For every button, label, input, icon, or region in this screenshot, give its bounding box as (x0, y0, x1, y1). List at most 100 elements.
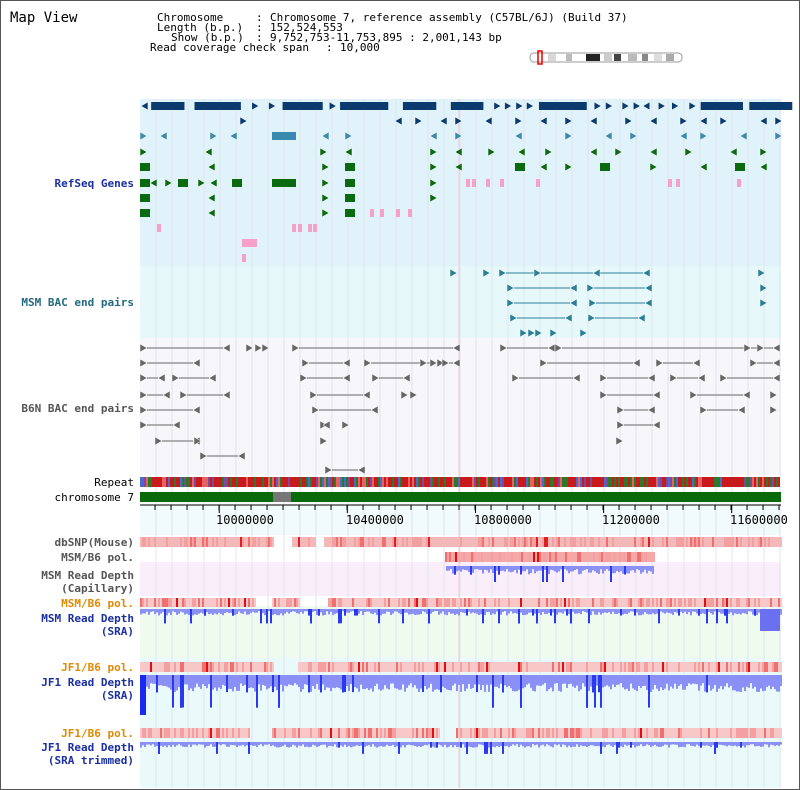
depth-bar (658, 742, 660, 747)
polymorphism-cell (144, 598, 146, 607)
msm-bac-label[interactable]: MSM BAC end pairs (21, 296, 134, 309)
polymorphism-cell (706, 728, 708, 738)
polymorphism-cell (446, 598, 448, 607)
depth-bar (574, 566, 576, 571)
depth-bar (562, 566, 564, 582)
gene-block (282, 102, 323, 110)
polymorphism-cell (402, 728, 404, 738)
polymorphism-cell (328, 662, 330, 672)
polymorphism-cell (286, 598, 288, 607)
jf1-b6-pol-label-2[interactable]: JF1/B6 pol. (61, 727, 134, 740)
polymorphism-cell (238, 662, 240, 672)
depth-bar (374, 609, 376, 613)
repeat-element (530, 477, 532, 487)
polymorphism-cell (506, 598, 508, 607)
polymorphism-cell (758, 598, 760, 607)
polymorphism-cell (530, 598, 532, 607)
jf1-depth-trim-label[interactable]: JF1 Read Depth (41, 741, 134, 754)
polymorphism-cell (744, 662, 746, 672)
polymorphism-cell (476, 728, 478, 738)
gene-arrow (429, 193, 438, 203)
depth-bar (494, 566, 496, 582)
polymorphism-cell (372, 598, 374, 607)
msm-depth-sra-label[interactable]: MSM Read Depth (41, 612, 134, 625)
depth-bar (736, 609, 738, 615)
polymorphism-cell (646, 598, 648, 607)
pink-feature (472, 179, 476, 187)
polymorphism-cell (638, 728, 640, 738)
polymorphism-cell (216, 662, 218, 672)
polymorphism-cell (594, 662, 596, 672)
polymorphism-cell (474, 537, 476, 547)
polymorphism-cell (578, 598, 580, 607)
polymorphism-cell (224, 728, 226, 738)
dbsnp-label[interactable]: dbSNP(Mouse) (54, 536, 134, 549)
polymorphism-cell (512, 728, 514, 738)
repeat-element (398, 477, 400, 487)
polymorphism-cell (152, 537, 154, 547)
depth-bar (270, 675, 272, 687)
polymorphism-cell (456, 728, 458, 738)
repeat-element (258, 477, 260, 487)
depth-bar (742, 742, 744, 746)
polymorphism-cell (656, 662, 658, 672)
polymorphism-cell (516, 537, 518, 547)
polymorphism-cell (156, 598, 158, 607)
polymorphism-cell (256, 662, 258, 672)
refseq-genes-label[interactable]: RefSeq Genes (54, 177, 134, 190)
depth-bar (550, 609, 552, 616)
msm-depth-capillary-label[interactable]: MSM Read Depth (41, 569, 134, 582)
polymorphism-cell (416, 537, 418, 547)
depth-bar (620, 675, 622, 684)
polymorphism-cell (706, 537, 708, 547)
jf1-b6-pol-label[interactable]: JF1/B6 pol. (61, 661, 134, 674)
repeat-element (728, 477, 730, 487)
msm-b6-pol-label[interactable]: MSM/B6 pol. (61, 551, 134, 564)
polymorphism-cell (482, 662, 484, 672)
polymorphism-cell (744, 728, 746, 738)
polymorphism-cell (492, 662, 494, 672)
depth-bar (348, 675, 350, 692)
polymorphism-cell (500, 598, 502, 607)
polymorphism-cell (220, 598, 222, 607)
depth-bar (524, 566, 526, 572)
depth-bar (318, 742, 320, 747)
repeat-element (592, 477, 594, 487)
depth-bar (382, 609, 384, 614)
gene-arrow (569, 283, 578, 293)
msm-b6-pol-label-2[interactable]: MSM/B6 pol. (61, 597, 134, 610)
repeat-element (224, 477, 226, 487)
polymorphism-cell (656, 537, 658, 547)
polymorphism-cell (522, 537, 524, 547)
polymorphism-cell (424, 598, 426, 607)
depth-bar (160, 609, 162, 614)
polymorphism-cell (483, 552, 485, 562)
depth-bar (572, 566, 574, 572)
repeat-element (278, 477, 280, 487)
repeat-element (162, 477, 164, 487)
depth-bar (312, 742, 314, 745)
polymorphism-cell (534, 537, 536, 547)
depth-bar (248, 675, 250, 689)
jf1-depth-sra-label[interactable]: JF1 Read Depth (41, 676, 134, 689)
depth-bar (376, 742, 378, 748)
polymorphism-cell (698, 598, 700, 607)
depth-bar (244, 609, 246, 612)
depth-bar (326, 742, 328, 748)
polymorphism-cell (220, 537, 222, 547)
depth-bar (284, 675, 286, 686)
repeat-element (202, 477, 204, 487)
polymorphism-cell (535, 552, 537, 562)
repeat-element (266, 477, 268, 487)
polymorphism-cell (302, 728, 304, 738)
depth-bar (670, 675, 672, 687)
gene-arrow (737, 405, 746, 415)
gene-arrow (209, 178, 218, 188)
b6n-bac-label[interactable]: B6N BAC end pairs (21, 402, 134, 415)
depth-bar (676, 675, 678, 689)
ideogram-band (666, 54, 674, 61)
polymorphism-cell (599, 552, 601, 562)
ideogram-band (614, 54, 621, 61)
depth-bar (632, 675, 634, 689)
